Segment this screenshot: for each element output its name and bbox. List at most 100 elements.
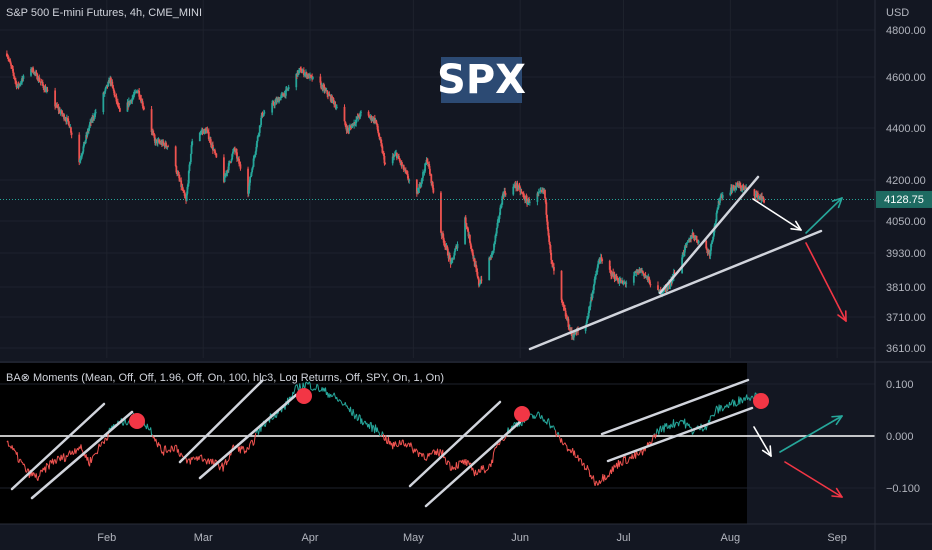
candle-body[interactable]	[384, 163, 387, 165]
candle-body[interactable]	[423, 171, 426, 173]
candle-body[interactable]	[420, 184, 422, 187]
candle-body[interactable]	[612, 272, 615, 277]
candle-body[interactable]	[22, 75, 25, 79]
candle-body[interactable]	[70, 127, 72, 133]
candle-body[interactable]	[407, 178, 410, 181]
candle-body[interactable]	[46, 89, 49, 91]
ind-arrow-down-red-shaft[interactable]	[784, 461, 843, 498]
candle-body[interactable]	[739, 184, 741, 186]
candle-body[interactable]	[526, 198, 528, 205]
candle-body[interactable]	[90, 118, 93, 123]
candle-body[interactable]	[375, 119, 378, 124]
candle-body[interactable]	[238, 163, 241, 165]
candle-body[interactable]	[175, 166, 178, 173]
ind-arrow-down-right-head[interactable]	[769, 445, 772, 457]
candle-body[interactable]	[471, 250, 474, 255]
signal-marker[interactable]	[296, 388, 312, 404]
candle-series[interactable]	[5, 50, 765, 341]
candle-body[interactable]	[395, 152, 398, 159]
candle-body[interactable]	[258, 125, 261, 133]
candle-body[interactable]	[468, 235, 471, 243]
candle-body[interactable]	[497, 218, 500, 220]
candle-body[interactable]	[644, 275, 647, 277]
candle-body[interactable]	[398, 159, 401, 161]
candle-body[interactable]	[153, 134, 156, 138]
candle-body[interactable]	[251, 166, 254, 169]
candle-body[interactable]	[35, 72, 38, 74]
candle-body[interactable]	[229, 161, 232, 163]
candle-body[interactable]	[344, 124, 347, 128]
candle-body[interactable]	[429, 168, 431, 175]
symbol-title[interactable]: S&P 500 E-mini Futures, 4h, CME_MINI	[6, 7, 202, 19]
candle-body[interactable]	[496, 222, 499, 228]
candle-body[interactable]	[87, 130, 90, 132]
candle-body[interactable]	[255, 146, 258, 152]
candle-body[interactable]	[561, 301, 564, 304]
arrow-up-green[interactable]	[805, 197, 843, 234]
candle-body[interactable]	[19, 84, 21, 85]
candle-body[interactable]	[391, 156, 394, 164]
candle-body[interactable]	[142, 105, 145, 108]
candle-body[interactable]	[586, 319, 588, 324]
candle-body[interactable]	[181, 186, 184, 191]
candle-body[interactable]	[354, 123, 357, 124]
candle-body[interactable]	[504, 190, 506, 194]
candle-body[interactable]	[523, 195, 526, 200]
candle-body[interactable]	[353, 122, 356, 126]
candle-body[interactable]	[709, 250, 712, 256]
candle-body[interactable]	[303, 74, 306, 76]
candle-body[interactable]	[475, 264, 477, 269]
signal-marker[interactable]	[514, 406, 530, 422]
channel-line[interactable]	[424, 420, 522, 508]
candle-body[interactable]	[683, 246, 686, 253]
candle-body[interactable]	[118, 106, 121, 109]
candle-body[interactable]	[14, 80, 17, 83]
channel-line[interactable]	[606, 406, 754, 463]
candle-body[interactable]	[7, 57, 10, 59]
candle-body[interactable]	[129, 100, 132, 104]
candle-body[interactable]	[115, 96, 118, 102]
candle-body[interactable]	[92, 116, 94, 121]
candle-body[interactable]	[501, 196, 504, 205]
candle-body[interactable]	[184, 195, 187, 199]
candle-body[interactable]	[426, 159, 429, 162]
candle-body[interactable]	[421, 177, 424, 180]
candle-body[interactable]	[520, 191, 523, 193]
candle-body[interactable]	[736, 182, 739, 186]
candle-body[interactable]	[394, 153, 397, 155]
candle-body[interactable]	[279, 97, 282, 101]
signal-marker[interactable]	[129, 413, 145, 429]
candle-body[interactable]	[225, 173, 227, 176]
candle-body[interactable]	[260, 117, 263, 125]
candle-body[interactable]	[398, 156, 400, 160]
candle-body[interactable]	[249, 176, 252, 177]
candle-body[interactable]	[424, 163, 427, 165]
candle-body[interactable]	[377, 129, 380, 133]
candle-body[interactable]	[311, 76, 314, 80]
candle-body[interactable]	[54, 106, 57, 108]
candle-body[interactable]	[522, 193, 524, 195]
candle-body[interactable]	[430, 174, 433, 184]
candle-body[interactable]	[232, 148, 235, 152]
candle-body[interactable]	[597, 261, 600, 264]
channel-line[interactable]	[30, 410, 134, 500]
candle-body[interactable]	[300, 68, 302, 73]
candle-body[interactable]	[476, 271, 479, 277]
candle-body[interactable]	[640, 268, 643, 272]
candle-body[interactable]	[575, 330, 577, 335]
candle-body[interactable]	[45, 89, 48, 92]
candle-body[interactable]	[375, 123, 378, 125]
candle-body[interactable]	[211, 144, 214, 151]
candle-body[interactable]	[368, 115, 371, 118]
candle-body[interactable]	[444, 246, 447, 248]
candle-body[interactable]	[667, 286, 670, 288]
candle-body[interactable]	[594, 276, 597, 279]
candle-body[interactable]	[642, 272, 645, 274]
candle-body[interactable]	[84, 140, 87, 144]
candle-body[interactable]	[9, 60, 12, 64]
candle-body[interactable]	[512, 186, 515, 195]
candle-body[interactable]	[271, 103, 274, 113]
candle-body[interactable]	[335, 107, 338, 109]
candle-body[interactable]	[353, 122, 356, 124]
candle-body[interactable]	[371, 119, 373, 121]
